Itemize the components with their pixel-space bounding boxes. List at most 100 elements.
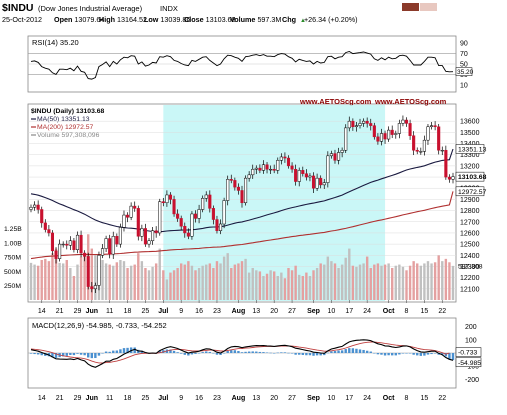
volume-bar xyxy=(65,260,68,300)
macd-histogram-bar xyxy=(240,352,244,353)
macd-histogram-bar xyxy=(119,349,122,353)
rsi-tick-label: 90 xyxy=(460,41,468,48)
macd-panel: MACD(12,26,9) -54.985, -0.733, -54.252 2… xyxy=(27,317,481,389)
volume-bar xyxy=(208,263,212,300)
macd-histogram-bar xyxy=(258,351,262,353)
volume-bar xyxy=(419,265,423,300)
watermark-left: www.AETOScg.com xyxy=(299,97,372,106)
macd-histogram-bar xyxy=(215,353,219,355)
volume-bar xyxy=(305,272,308,300)
candle-body xyxy=(283,156,287,159)
macd-histogram-bar xyxy=(416,353,419,356)
macd-tick-label: 200 xyxy=(465,324,477,331)
candle-body xyxy=(269,168,273,171)
price-tick-label: 12200 xyxy=(460,275,480,282)
candle-body xyxy=(47,229,51,234)
volume-bar xyxy=(451,265,455,300)
candle-body xyxy=(143,228,147,245)
candle-body xyxy=(376,136,380,142)
macd-histogram-bar xyxy=(330,351,333,353)
legend-item: Volume 597,308,096 xyxy=(37,132,100,139)
x-tick-label-bottom: 10 xyxy=(328,395,336,402)
legend-item: MA(200) 12972.57 xyxy=(37,124,94,131)
macd-histogram-bar xyxy=(44,353,47,356)
volume-bar xyxy=(433,262,437,300)
candle-body xyxy=(193,213,198,219)
macd-histogram-bar xyxy=(233,350,237,353)
macd-histogram-bar xyxy=(280,352,283,353)
candle-body xyxy=(233,180,237,188)
volume-tick-label: 500M xyxy=(4,269,21,276)
volume-bar xyxy=(391,268,394,300)
candle-body xyxy=(161,201,165,204)
macd-line xyxy=(30,339,454,368)
x-tick-label-bottom: 23 xyxy=(213,395,221,402)
macd-histogram-bar xyxy=(290,353,294,354)
candle-body xyxy=(304,173,308,178)
volume-bar xyxy=(112,265,115,300)
candle-body xyxy=(129,205,133,218)
stat-close: Close 13103.68 xyxy=(184,15,236,24)
x-tick-label-bottom: 24 xyxy=(363,395,371,402)
candle-body xyxy=(379,133,384,142)
macd-histogram-bar xyxy=(237,351,240,353)
x-tick-label-bottom: 15 xyxy=(420,395,428,402)
macd-histogram-bar xyxy=(276,352,279,354)
rsi-tick-label: 50 xyxy=(460,62,468,69)
candle-body xyxy=(222,200,226,225)
x-tick-label-middle: Sep xyxy=(307,308,320,315)
price-tick-label: 12400 xyxy=(460,253,480,260)
candle-body xyxy=(72,240,76,250)
candle-body xyxy=(215,219,219,231)
candle-body xyxy=(111,236,115,255)
macd-tick-label: -200 xyxy=(465,377,479,384)
x-tick-label-middle: 15 xyxy=(420,308,428,315)
x-tick-label-bottom: Oct xyxy=(383,395,395,402)
macd-histogram-bar xyxy=(61,353,65,357)
macd-histogram-bar xyxy=(423,353,426,356)
volume-bar xyxy=(94,255,97,300)
volume-bar xyxy=(154,263,158,300)
rsi-tick-label: 70 xyxy=(460,51,468,58)
volume-bar xyxy=(47,261,51,300)
volume-bar xyxy=(312,270,315,300)
volume-bar xyxy=(58,262,61,300)
candle-body xyxy=(440,149,444,152)
candle-body xyxy=(408,123,412,136)
x-tick-label-middle: 29 xyxy=(74,308,82,315)
macd-histogram-bar xyxy=(194,353,197,354)
price-tick-label: 12800 xyxy=(460,208,480,215)
candle-body xyxy=(61,243,65,246)
candle-body xyxy=(204,194,208,199)
volume-bar xyxy=(233,264,237,300)
volume-bar xyxy=(129,265,133,300)
volume-tick-label: 250M xyxy=(4,283,21,290)
macd-histogram-bar xyxy=(180,353,183,354)
macd-histogram-bar xyxy=(333,351,337,353)
volume-bar xyxy=(169,272,172,300)
macd-histogram-bar xyxy=(344,349,347,353)
symbol: $INDU xyxy=(2,2,34,14)
candle-body xyxy=(75,234,80,250)
volume-bar xyxy=(262,276,265,300)
volume-bar xyxy=(265,273,269,300)
candle-body xyxy=(404,119,409,124)
volume-bar xyxy=(79,256,83,300)
candle-body xyxy=(86,256,90,287)
volume-bar xyxy=(251,268,254,300)
volume-last-label: 597.308 xyxy=(458,263,483,270)
volume-bar xyxy=(412,261,415,300)
macd-histogram-bar xyxy=(255,351,258,353)
x-tick-label-middle: 18 xyxy=(124,308,132,315)
volume-bar xyxy=(108,264,111,300)
x-tick-label-middle: 21 xyxy=(56,308,64,315)
x-tick-label-bottom: 27 xyxy=(288,395,296,402)
macd-histogram-bar xyxy=(201,352,204,353)
candle-body xyxy=(451,176,455,180)
x-tick-label-middle: 20 xyxy=(270,308,278,315)
macd-histogram-bar xyxy=(212,353,215,354)
x-tick-label-bottom: 8 xyxy=(405,395,409,402)
volume-bar xyxy=(115,262,119,300)
macd-histogram-bar xyxy=(408,353,412,354)
